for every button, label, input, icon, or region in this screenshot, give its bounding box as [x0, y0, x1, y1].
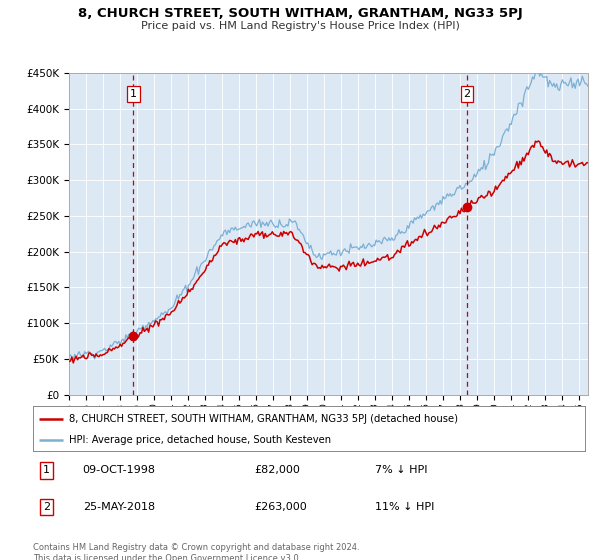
Text: 1: 1 [43, 465, 50, 475]
Text: 11% ↓ HPI: 11% ↓ HPI [375, 502, 434, 512]
Text: 8, CHURCH STREET, SOUTH WITHAM, GRANTHAM, NG33 5PJ: 8, CHURCH STREET, SOUTH WITHAM, GRANTHAM… [77, 7, 523, 20]
Text: £263,000: £263,000 [254, 502, 307, 512]
Text: 1: 1 [130, 89, 137, 99]
Text: 09-OCT-1998: 09-OCT-1998 [83, 465, 155, 475]
Text: HPI: Average price, detached house, South Kesteven: HPI: Average price, detached house, Sout… [69, 435, 331, 445]
Text: 25-MAY-2018: 25-MAY-2018 [83, 502, 155, 512]
Text: £82,000: £82,000 [254, 465, 299, 475]
Text: 7% ↓ HPI: 7% ↓ HPI [375, 465, 428, 475]
Text: 2: 2 [463, 89, 470, 99]
Text: 2: 2 [43, 502, 50, 512]
Text: 8, CHURCH STREET, SOUTH WITHAM, GRANTHAM, NG33 5PJ (detached house): 8, CHURCH STREET, SOUTH WITHAM, GRANTHAM… [69, 413, 458, 423]
Text: Price paid vs. HM Land Registry's House Price Index (HPI): Price paid vs. HM Land Registry's House … [140, 21, 460, 31]
Text: Contains HM Land Registry data © Crown copyright and database right 2024.
This d: Contains HM Land Registry data © Crown c… [33, 543, 359, 560]
